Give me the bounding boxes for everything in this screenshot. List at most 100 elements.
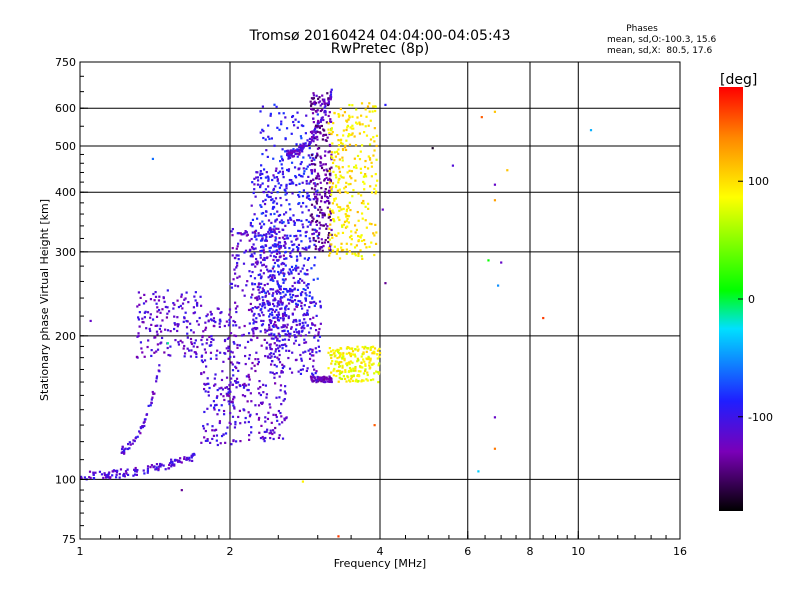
data-point [277,315,280,319]
data-point [267,124,270,127]
data-point [345,248,348,251]
data-point [248,270,251,273]
data-point [299,300,302,303]
data-point [212,319,216,323]
data-point [301,368,304,371]
data-point [357,219,360,222]
data-point [177,305,181,309]
data-point [321,241,324,244]
data-point [327,247,331,250]
data-point [370,345,373,349]
data-point [253,183,256,186]
data-point [262,437,266,440]
data-point [290,270,293,273]
data-point [225,386,229,389]
data-point [276,305,279,308]
data-point [329,187,333,190]
data-point [310,107,313,111]
data-point [280,371,283,374]
data-point [334,173,337,177]
data-point [311,365,315,368]
data-point [136,305,139,308]
data-point [132,439,135,442]
data-point [274,237,278,240]
data-point [327,216,330,219]
data-point [262,168,266,171]
data-point [196,304,199,307]
data-point [362,379,365,382]
data-point [248,378,251,381]
data-point [224,441,227,444]
data-point [371,345,375,348]
data-point [313,158,316,161]
data-point [310,169,314,172]
data-point [346,171,349,174]
data-point [275,365,278,368]
data-point [368,245,371,248]
data-point [137,318,141,321]
data-point [300,219,303,222]
data-point [321,138,324,141]
data-point [250,237,253,241]
data-point [229,332,233,335]
data-point [327,240,330,244]
data-point [288,247,291,250]
data-point [218,387,221,390]
data-point [542,316,545,320]
data-point [314,103,317,106]
data-point [311,348,314,351]
data-point [265,346,268,349]
data-point [287,157,290,160]
data-point [299,234,302,237]
data-point [316,147,320,150]
data-point [272,174,275,177]
data-point [94,471,97,474]
data-point [250,246,254,249]
data-point [274,197,278,200]
data-point [267,356,270,359]
data-point [292,120,295,124]
data-point [276,318,280,322]
data-point [294,152,297,156]
data-point [322,100,325,103]
data-point [273,342,276,345]
data-point [351,252,354,255]
data-point [369,348,372,352]
data-point [312,182,316,185]
data-point [281,314,285,318]
data-point [358,235,361,238]
data-point [268,235,272,238]
data-point [333,199,336,202]
data-point [170,458,173,461]
data-point [278,221,282,224]
data-point [323,98,326,101]
data-point [480,116,483,119]
data-point [221,370,224,373]
data-point [138,303,141,306]
data-point [209,310,212,313]
data-point [313,170,316,173]
data-point [323,190,326,193]
data-point [212,338,215,341]
data-point [213,377,216,380]
data-point [314,239,317,243]
data-point [316,183,319,186]
data-point [158,364,161,367]
data-point [220,378,224,382]
data-point [244,384,248,387]
data-point [344,190,347,194]
data-point [267,178,270,181]
data-point [327,122,330,125]
data-point [306,165,309,168]
data-point [327,213,330,216]
data-point [157,465,160,468]
data-point [319,306,322,309]
data-point [294,336,297,339]
data-point [225,376,229,379]
data-point [323,106,326,109]
data-point [270,355,273,358]
data-point [271,178,274,182]
data-point [266,155,269,159]
data-point [292,220,295,223]
data-point [266,428,269,431]
